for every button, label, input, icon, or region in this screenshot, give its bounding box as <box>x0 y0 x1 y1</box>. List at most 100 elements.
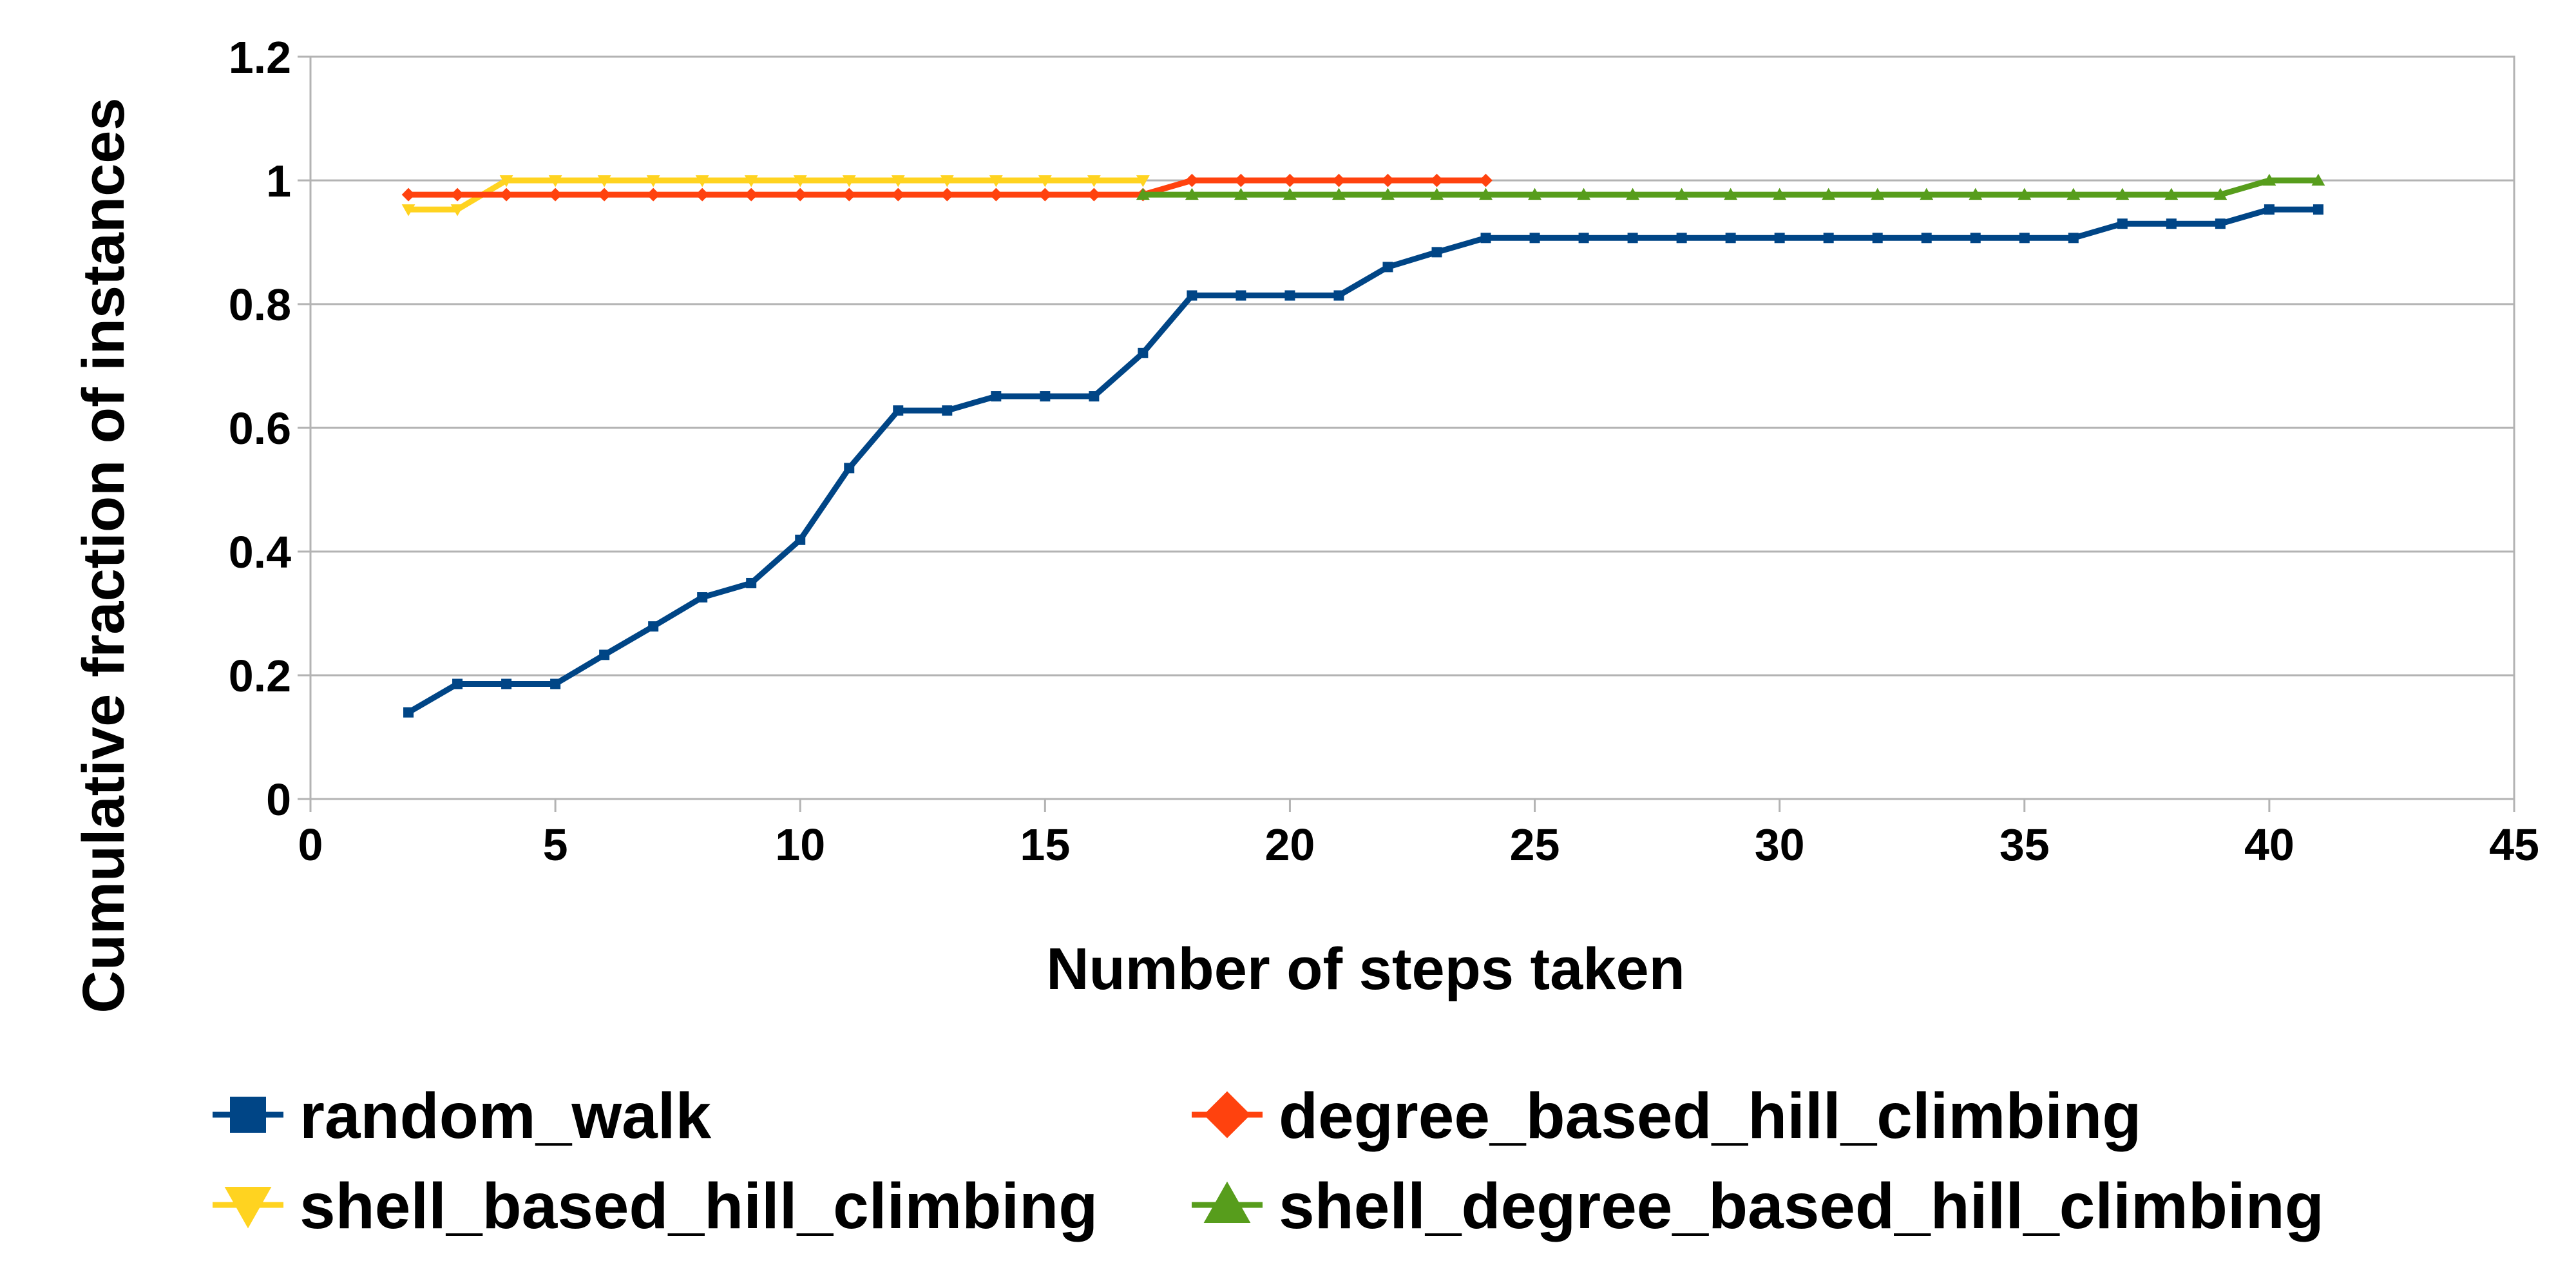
data-point <box>499 188 513 202</box>
y-axis-ticks: 0 0.2 0.4 0.6 0.8 1 1.2 <box>229 32 310 825</box>
data-point <box>1430 173 1444 188</box>
y-tick-label: 1.2 <box>229 32 291 82</box>
data-point <box>1774 233 1785 244</box>
x-tick-label: 25 <box>1510 820 1560 870</box>
data-point <box>1185 173 1199 188</box>
data-point <box>1040 391 1051 402</box>
data-point <box>1969 188 1983 200</box>
data-point <box>2019 233 2030 244</box>
data-point <box>746 577 757 588</box>
legend-marker-icon <box>1203 1181 1251 1223</box>
data-point <box>1480 233 1491 244</box>
data-point <box>452 678 463 689</box>
data-point <box>795 534 806 545</box>
data-point <box>1087 188 1101 202</box>
data-point <box>989 188 1003 202</box>
data-point <box>1382 262 1393 273</box>
data-point <box>1284 290 1295 301</box>
data-point <box>893 405 904 416</box>
data-point <box>597 188 611 202</box>
series-layer <box>401 173 2325 718</box>
data-point <box>2262 173 2276 186</box>
x-tick-label: 5 <box>543 820 568 870</box>
data-point <box>940 175 954 188</box>
x-axis-title: Number of steps taken <box>1046 936 1685 1002</box>
data-point <box>1236 290 1246 301</box>
data-point <box>793 188 807 202</box>
series-degree-based-hill-climbing <box>401 173 1493 202</box>
data-point <box>1822 188 1836 200</box>
data-point <box>2018 188 2032 200</box>
series-random-walk <box>403 204 2323 718</box>
data-point <box>450 204 464 216</box>
data-point <box>991 391 1002 402</box>
data-point <box>1138 347 1149 358</box>
data-point <box>1136 188 1150 200</box>
data-point <box>1724 188 1738 200</box>
data-point <box>548 175 562 188</box>
x-tick-label: 40 <box>2244 820 2295 870</box>
data-point <box>2066 188 2081 200</box>
data-point <box>2117 218 2128 229</box>
x-tick-label: 30 <box>1755 820 1805 870</box>
data-point <box>1283 188 1297 200</box>
data-point <box>1234 173 1248 188</box>
data-point <box>891 175 905 188</box>
data-point <box>1970 233 1981 244</box>
data-point <box>989 175 1003 188</box>
data-point <box>1430 188 1444 200</box>
data-point <box>401 204 415 216</box>
data-point <box>1087 175 1101 188</box>
x-tick-label: 10 <box>775 820 825 870</box>
data-point <box>1725 233 1736 244</box>
data-point <box>1578 233 1589 244</box>
x-tick-label: 20 <box>1265 820 1315 870</box>
data-point <box>648 621 659 632</box>
data-point <box>1332 188 1346 200</box>
data-point <box>891 188 905 202</box>
x-tick-label: 15 <box>1020 820 1070 870</box>
data-point <box>401 188 415 202</box>
data-point <box>1038 175 1052 188</box>
series-line <box>406 206 2318 715</box>
data-point <box>1528 188 1541 200</box>
data-point <box>842 188 856 202</box>
legend-label: shell_based_hill_climbing <box>300 1170 1098 1242</box>
data-point <box>2311 173 2325 186</box>
legend-marker-icon <box>1203 1091 1251 1139</box>
legend-item-degree-based-hill-climbing: degree_based_hill_climbing <box>1192 1080 2141 1152</box>
data-point <box>695 175 709 188</box>
legend-label: random_walk <box>300 1080 711 1152</box>
legend-label: degree_based_hill_climbing <box>1279 1080 2141 1152</box>
data-point <box>1185 188 1199 200</box>
data-point <box>2068 233 2079 244</box>
legend-label: shell_degree_based_hill_climbing <box>1279 1170 2324 1242</box>
data-point <box>501 678 512 689</box>
data-point <box>548 188 562 202</box>
data-point <box>1872 233 1883 244</box>
data-point <box>1187 290 1197 301</box>
y-tick-label: 0 <box>266 775 291 825</box>
data-point <box>499 175 513 188</box>
y-tick-label: 1 <box>266 156 291 206</box>
y-axis-title: Cumulative fraction of instances <box>71 97 137 1013</box>
data-point <box>1675 188 1689 200</box>
data-point <box>1577 188 1590 200</box>
data-point <box>1529 233 1540 244</box>
data-point <box>597 175 611 188</box>
data-point <box>599 649 610 660</box>
data-point <box>2164 188 2179 200</box>
data-point <box>842 175 856 188</box>
data-point <box>942 405 953 416</box>
x-tick-label: 45 <box>2489 820 2539 870</box>
legend-item-shell-degree-based-hill-climbing: shell_degree_based_hill_climbing <box>1192 1170 2324 1242</box>
data-point <box>646 188 660 202</box>
data-point <box>2313 204 2323 215</box>
data-point <box>1431 247 1442 258</box>
data-point <box>2215 218 2226 229</box>
data-point <box>1921 233 1932 244</box>
data-point <box>646 175 660 188</box>
data-point <box>1089 391 1100 402</box>
data-point <box>550 678 561 689</box>
data-point <box>1920 188 1934 200</box>
